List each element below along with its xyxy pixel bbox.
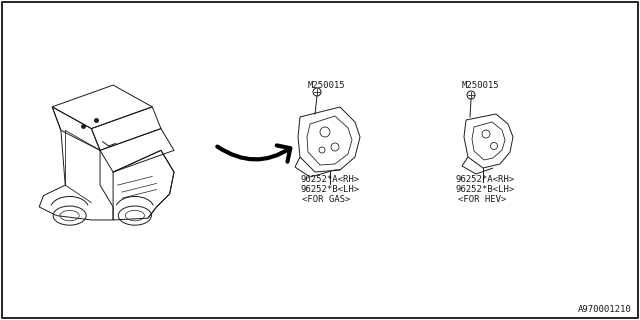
Text: 96252*B<LH>: 96252*B<LH>	[455, 185, 514, 194]
Text: 96252*B<LH>: 96252*B<LH>	[300, 185, 359, 194]
Text: M250015: M250015	[462, 81, 500, 90]
Text: A970001210: A970001210	[579, 305, 632, 314]
Text: <FOR HEV>: <FOR HEV>	[458, 195, 506, 204]
Text: M250015: M250015	[308, 81, 346, 90]
FancyArrowPatch shape	[218, 145, 291, 162]
Text: <FOR GAS>: <FOR GAS>	[302, 195, 350, 204]
Text: 96252*A<RH>: 96252*A<RH>	[455, 175, 514, 184]
Text: 96252*A<RH>: 96252*A<RH>	[300, 175, 359, 184]
